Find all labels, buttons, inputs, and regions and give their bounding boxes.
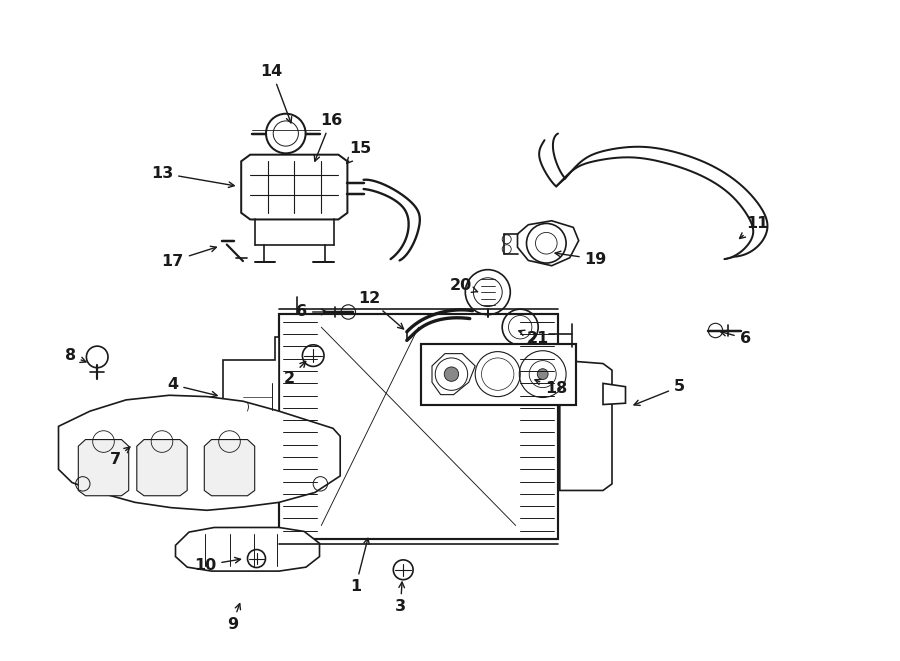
- Text: 3: 3: [395, 582, 406, 614]
- Text: 12: 12: [358, 292, 403, 329]
- Polygon shape: [560, 360, 612, 490]
- Text: 13: 13: [151, 166, 234, 188]
- Text: 15: 15: [346, 141, 371, 163]
- Bar: [421, 344, 576, 405]
- Text: 10: 10: [194, 557, 240, 572]
- Polygon shape: [58, 395, 340, 510]
- Polygon shape: [241, 155, 347, 219]
- Polygon shape: [223, 337, 279, 476]
- Polygon shape: [176, 527, 320, 571]
- Text: 9: 9: [227, 603, 240, 632]
- Polygon shape: [518, 221, 579, 266]
- Text: 8: 8: [65, 348, 86, 363]
- Text: 19: 19: [555, 251, 607, 266]
- Text: 6: 6: [721, 330, 751, 346]
- Text: 1: 1: [350, 538, 369, 594]
- Text: 17: 17: [162, 247, 216, 268]
- Text: 21: 21: [518, 330, 549, 346]
- Polygon shape: [603, 383, 625, 405]
- Text: 7: 7: [110, 447, 130, 467]
- Circle shape: [537, 369, 548, 379]
- Text: 20: 20: [450, 278, 478, 293]
- Text: 4: 4: [167, 377, 217, 397]
- Polygon shape: [432, 354, 475, 395]
- Text: 5: 5: [634, 379, 685, 405]
- Text: ): ): [246, 401, 249, 412]
- Polygon shape: [204, 440, 255, 496]
- Circle shape: [445, 367, 459, 381]
- Text: 14: 14: [261, 64, 292, 123]
- Text: 18: 18: [535, 379, 567, 396]
- Polygon shape: [137, 440, 187, 496]
- Text: 6: 6: [296, 305, 327, 319]
- Text: 16: 16: [314, 113, 342, 161]
- Text: 11: 11: [740, 216, 769, 239]
- Bar: [279, 314, 558, 539]
- Text: 2: 2: [284, 362, 306, 385]
- Polygon shape: [78, 440, 129, 496]
